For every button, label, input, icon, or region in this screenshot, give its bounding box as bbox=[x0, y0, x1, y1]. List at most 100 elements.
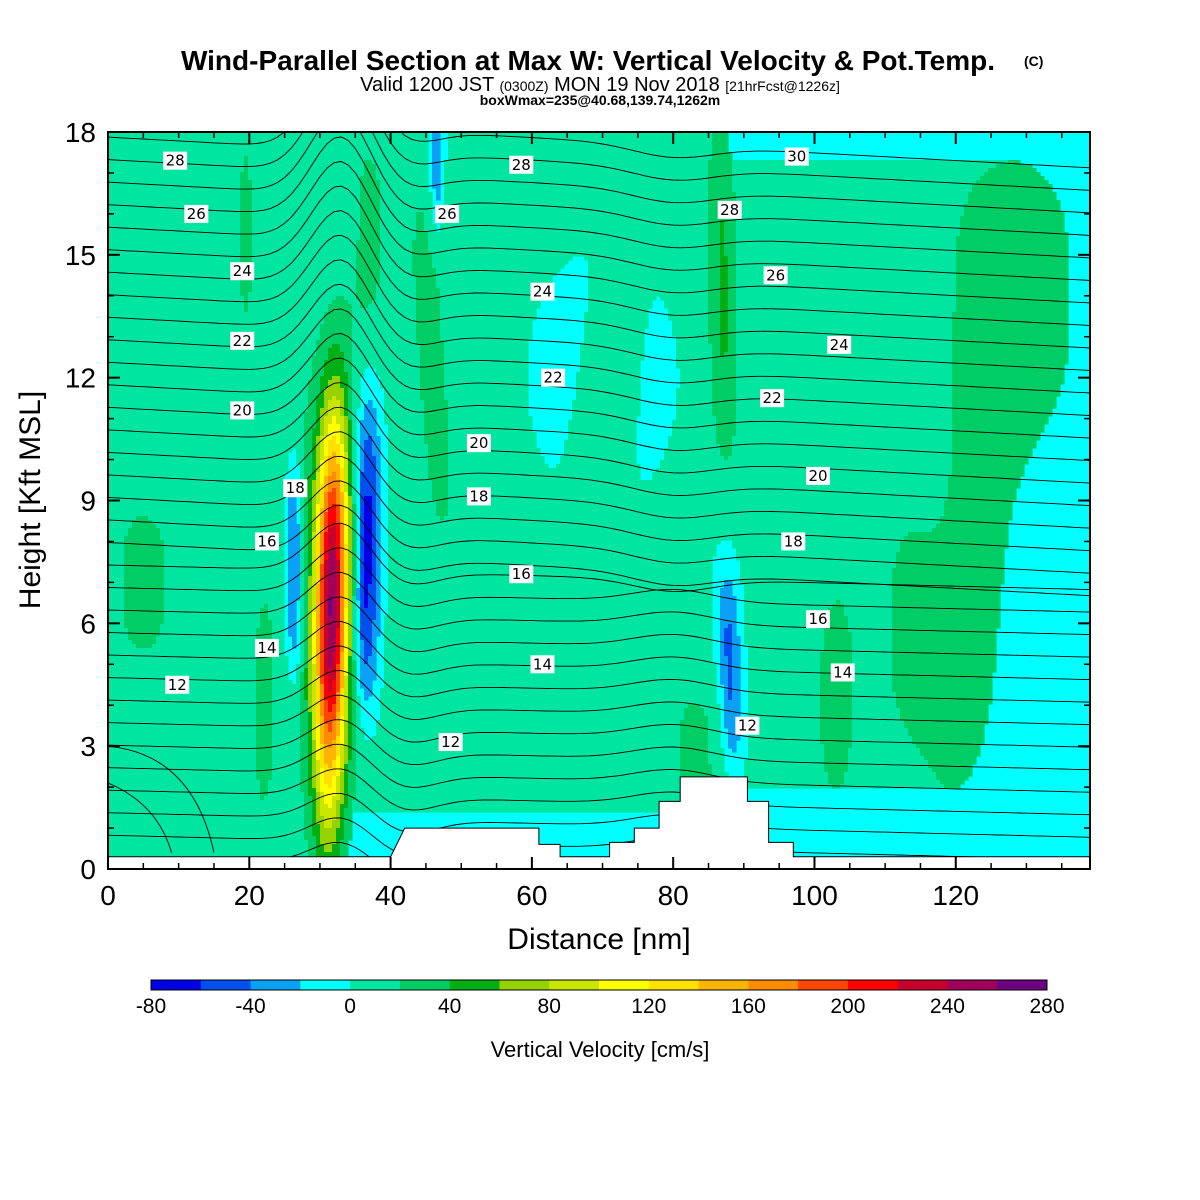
w-field-cell bbox=[344, 576, 349, 581]
w-field-cell bbox=[312, 704, 317, 709]
w-field-cell bbox=[304, 808, 313, 813]
w-field-cell bbox=[352, 664, 357, 669]
w-field-cell bbox=[296, 448, 305, 453]
w-field-cell bbox=[436, 280, 553, 285]
w-field-cell bbox=[424, 228, 437, 233]
w-field-cell bbox=[896, 564, 1005, 569]
w-field-cell bbox=[312, 508, 317, 513]
theta-label-box bbox=[509, 155, 534, 174]
w-field-cell bbox=[324, 624, 329, 629]
w-field-cell bbox=[304, 524, 309, 529]
w-field-cell bbox=[412, 264, 433, 269]
w-field-cell bbox=[956, 272, 1069, 277]
w-field-cell bbox=[712, 148, 729, 153]
w-field-cell bbox=[348, 536, 353, 541]
w-field-cell bbox=[680, 752, 709, 757]
theta-label: 12 bbox=[438, 733, 463, 752]
w-field-cell bbox=[324, 824, 333, 829]
w-field-cell bbox=[288, 536, 301, 541]
w-field-cell bbox=[252, 276, 357, 281]
theta-label-box bbox=[735, 716, 760, 735]
w-field-cell bbox=[428, 476, 449, 481]
w-field-cell bbox=[892, 676, 993, 681]
w-field-cell bbox=[348, 484, 353, 489]
w-field-cell bbox=[708, 160, 733, 165]
w-field-cell bbox=[352, 368, 365, 373]
w-field-cell bbox=[340, 412, 345, 417]
w-field-cell bbox=[356, 592, 361, 597]
theta-label: 16 bbox=[254, 532, 279, 551]
w-field-cell bbox=[444, 356, 529, 361]
w-field-cell bbox=[328, 616, 337, 621]
w-field-cell bbox=[108, 328, 321, 333]
w-field-cell bbox=[360, 528, 365, 533]
w-field-cell bbox=[308, 684, 313, 689]
w-field-cell bbox=[684, 716, 709, 721]
w-field-cell bbox=[304, 568, 309, 573]
w-field-cell bbox=[336, 552, 341, 557]
w-field-cell bbox=[256, 712, 273, 717]
w-field-cell bbox=[336, 760, 341, 765]
w-field-cell bbox=[432, 260, 569, 265]
w-field-cell bbox=[344, 564, 349, 569]
w-field-cell bbox=[444, 368, 529, 373]
w-field-cell bbox=[348, 720, 353, 725]
w-field-cell bbox=[732, 748, 737, 753]
w-field-cell bbox=[348, 724, 353, 729]
w-field-cell bbox=[708, 224, 721, 229]
w-field-cell bbox=[272, 732, 301, 737]
w-field-cell bbox=[340, 428, 345, 433]
w-field-cell bbox=[316, 468, 321, 473]
w-field-cell bbox=[448, 500, 945, 505]
w-field-cell bbox=[128, 528, 161, 533]
w-field-cell bbox=[348, 712, 353, 717]
w-field-cell bbox=[420, 396, 445, 401]
w-field-cell bbox=[720, 616, 737, 621]
w-field-cell bbox=[380, 384, 421, 389]
w-field-cell bbox=[728, 264, 737, 269]
colorbar-tick-label: 280 bbox=[1029, 995, 1064, 1018]
w-field-cell bbox=[316, 780, 321, 785]
w-field-cell bbox=[336, 804, 341, 809]
w-field-cell bbox=[380, 252, 413, 257]
w-field-cell bbox=[364, 552, 373, 557]
theta-label-text: 12 bbox=[738, 717, 757, 735]
w-field-cell bbox=[364, 580, 373, 585]
w-field-cell bbox=[336, 548, 341, 553]
w-field-cell bbox=[316, 536, 321, 541]
w-field-cell bbox=[352, 748, 357, 753]
w-field-cell bbox=[444, 384, 529, 389]
w-field-cell bbox=[732, 668, 741, 673]
w-field-cell bbox=[288, 544, 301, 549]
w-field-cell bbox=[324, 568, 329, 573]
w-field-cell bbox=[328, 624, 337, 629]
w-field-cell bbox=[708, 296, 721, 301]
w-field-cell bbox=[304, 512, 309, 517]
w-field-cell bbox=[328, 440, 337, 445]
w-field-cell bbox=[300, 472, 305, 477]
w-field-cell bbox=[376, 584, 381, 589]
colorbar: -80 -40 0 40 80 120 160 200 240 280 bbox=[136, 979, 1065, 1018]
w-field-cell bbox=[564, 452, 637, 457]
w-field-cell bbox=[108, 840, 309, 845]
w-field-cell bbox=[892, 580, 1005, 585]
w-field-cell bbox=[300, 768, 309, 773]
w-field-cell bbox=[364, 168, 377, 173]
w-field-cell bbox=[444, 168, 709, 173]
w-field-cell bbox=[336, 536, 341, 541]
w-field-cell bbox=[324, 776, 333, 781]
w-field-cell bbox=[316, 448, 321, 453]
w-field-cell bbox=[312, 356, 329, 361]
w-field-cell bbox=[352, 420, 357, 425]
w-field-cell bbox=[148, 516, 285, 521]
w-field-cell bbox=[448, 428, 533, 433]
w-field-cell bbox=[748, 676, 821, 681]
w-field-cell bbox=[352, 348, 421, 353]
w-field-cell bbox=[732, 188, 973, 193]
w-field-cell bbox=[108, 336, 321, 341]
theta-contours bbox=[108, 132, 1090, 869]
w-field-cell bbox=[328, 688, 333, 693]
w-field-cell bbox=[356, 792, 681, 797]
w-field-cell bbox=[336, 476, 341, 481]
w-field-cell bbox=[576, 392, 641, 397]
